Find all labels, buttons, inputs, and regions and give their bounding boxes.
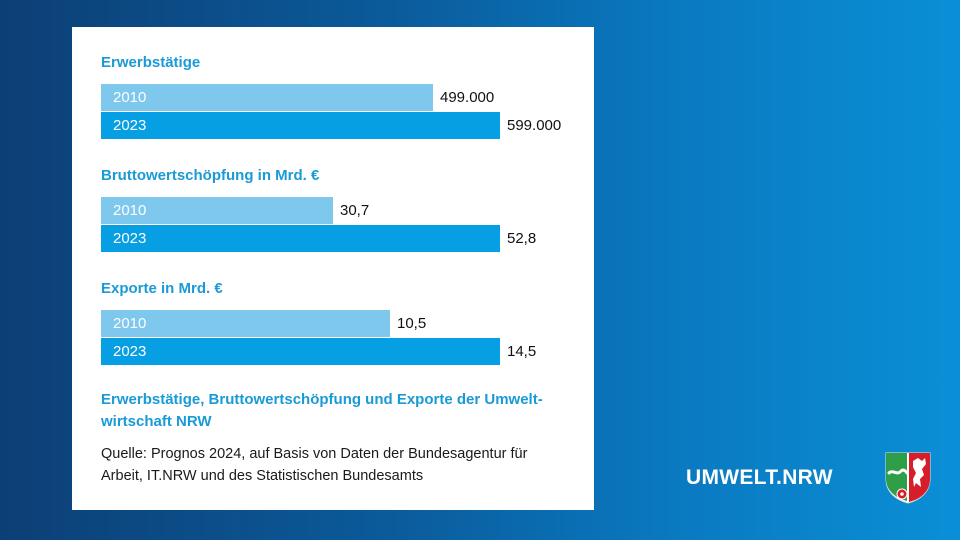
bar-2023: 2023 [101,112,500,139]
chart-panel-exports: Exporte in Mrd. € 2010 10,5 2023 14,5 [101,280,581,370]
chart-title: Exporte in Mrd. € [101,280,223,297]
bar-category-label: 2023 [113,343,147,360]
chart-caption: Erwerbstätige, Bruttowertschöpfung und E… [101,391,543,430]
value-label-2010: 10,5 [397,315,427,332]
infographic-card: Erwerbstätige 2010 499.000 2023 599.000 … [72,27,594,510]
brand-wordmark: UMWELT.NRW [686,466,833,489]
value-label-2010: 30,7 [340,202,370,219]
chart-panel-gross-value-added: Bruttowertschöpfung in Mrd. € 2010 30,7 … [101,167,581,257]
value-label-2023: 14,5 [507,343,537,360]
source-note: Quelle: Prognos 2024, auf Basis von Date… [101,446,528,484]
bar-2010: 2010 [101,197,333,224]
nrw-coat-of-arms-icon [885,452,931,504]
chart-title: Bruttowertschöpfung in Mrd. € [101,167,320,184]
bar-category-label: 2010 [113,89,147,106]
value-label-2023: 52,8 [507,230,537,247]
value-label-2023: 599.000 [507,117,562,134]
chart-panel-employees: Erwerbstätige 2010 499.000 2023 599.000 [101,54,581,144]
bar-2023: 2023 [101,338,500,365]
value-label-2010: 499.000 [440,89,495,106]
bar-category-label: 2023 [113,117,147,134]
chart-title: Erwerbstätige [101,54,201,71]
bar-category-label: 2023 [113,230,147,247]
bar-category-label: 2010 [113,315,147,332]
bar-2023: 2023 [101,225,500,252]
bar-category-label: 2010 [113,202,147,219]
bar-2010: 2010 [101,84,433,111]
bar-2010: 2010 [101,310,390,337]
